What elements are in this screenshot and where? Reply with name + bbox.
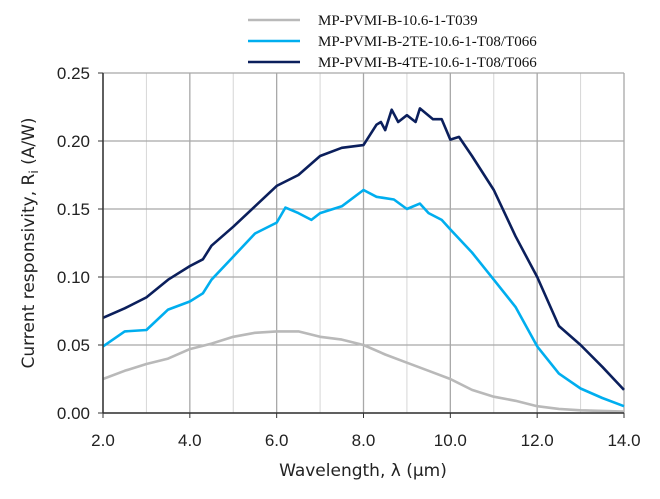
y-tick-label: 0.10 (57, 268, 90, 287)
legend-label-1: MP-PVMI-B-10.6-1-T039 (318, 13, 478, 29)
x-tick-label: 2.0 (91, 431, 115, 450)
series-group (102, 107, 625, 413)
series-line-1 (102, 330, 625, 413)
legend-label-2: MP-PVMI-B-2TE-10.6-1-T08/T066 (318, 34, 537, 50)
grid (102, 72, 625, 414)
y-tick-label: 0.05 (57, 336, 90, 355)
x-tick-label: 6.0 (265, 431, 289, 450)
axes (98, 72, 625, 418)
tick-labels: 2.0 4.0 6.0 8.0 10.0 12.0 14.0 0.00 0.05 0.10 0.15… (57, 64, 641, 450)
x-tick-label: 8.0 (352, 431, 376, 450)
y-tick-label: 0.25 (57, 64, 90, 83)
x-tick-label: 10.0 (434, 431, 467, 450)
x-tick-label: 4.0 (178, 431, 202, 450)
x-tick-label: 14.0 (607, 431, 640, 450)
series-line-2 (102, 188, 625, 408)
y-tick-label: 0.15 (57, 200, 90, 219)
y-tick-label: 0.00 (57, 404, 90, 423)
series-line-3 (102, 107, 625, 391)
x-axis-title: Wavelength, λ (μm) (279, 461, 447, 481)
y-axis-title: Current responsivity, Ri (A/W) (19, 117, 41, 368)
legend: MP-PVMI-B-10.6-1-T039 MP-PVMI-B-2TE-10.6-… (248, 13, 537, 71)
y-tick-label: 0.20 (57, 132, 90, 151)
x-tick-label: 12.0 (521, 431, 554, 450)
legend-label-3: MP-PVMI-B-4TE-10.6-1-T08/T066 (318, 55, 537, 71)
